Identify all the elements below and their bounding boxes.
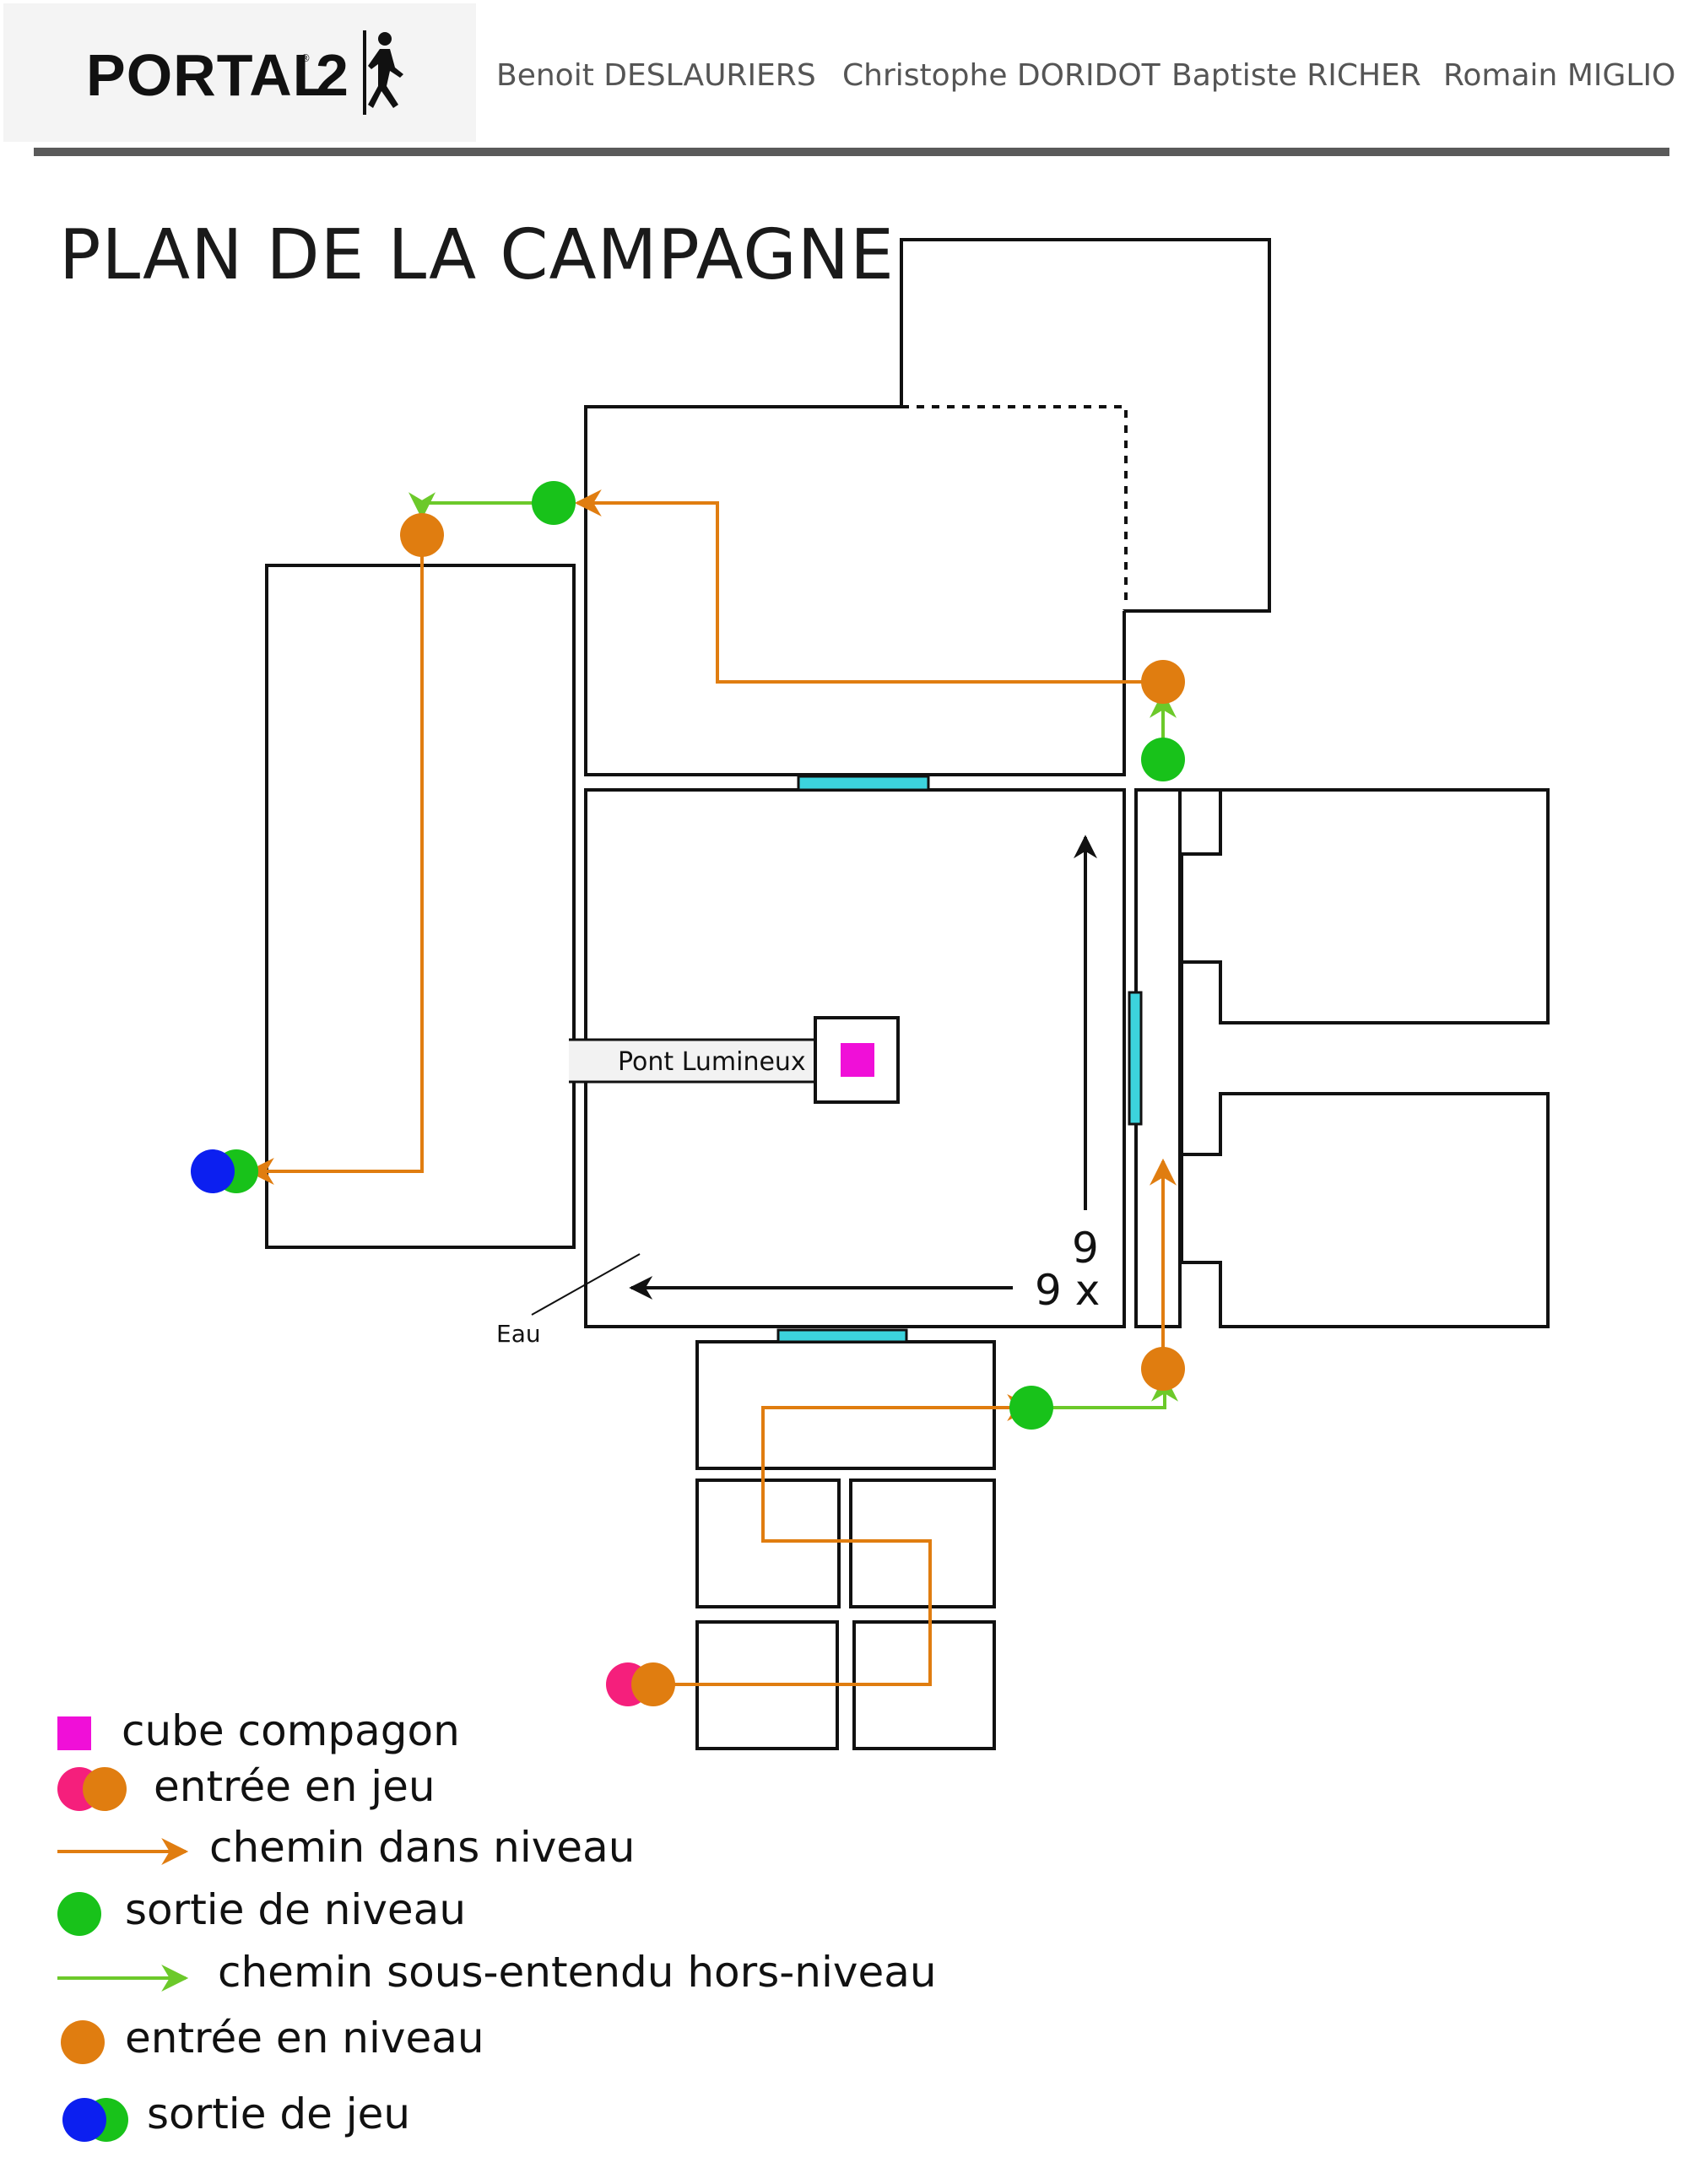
door-right	[1128, 991, 1143, 1126]
header-divider	[34, 148, 1669, 156]
legend-level-exit-icon	[57, 1892, 101, 1936]
author-name: Baptiste RICHER	[1171, 58, 1421, 93]
door-bottom	[776, 1328, 908, 1343]
level-entry-marker	[400, 513, 444, 557]
legend-exit-blue-icon	[62, 2098, 106, 2142]
light-bridge	[569, 1040, 814, 1082]
game-exit-marker-blue	[191, 1149, 235, 1193]
portal-figure-icon	[363, 30, 403, 115]
page-title: PLAN DE LA CAMPAGNE	[59, 215, 895, 295]
legend-offlevel-path-label: chemin sous-entendu hors-niveau	[218, 1948, 937, 1997]
path-in-level-left	[246, 535, 424, 1185]
legend-level-entry-icon	[61, 2020, 105, 2064]
legend-entry-orange-icon	[83, 1767, 127, 1811]
level-exit-marker	[532, 481, 576, 525]
level-exit-marker	[1141, 738, 1185, 781]
rooms	[265, 238, 1550, 1750]
level-entry-marker	[1141, 660, 1185, 704]
game-entry-marker-orange	[631, 1662, 675, 1706]
room-right-wing	[1180, 788, 1550, 1328]
water-pointer-line	[531, 1253, 641, 1316]
legend-level-path-label: chemin dans niveau	[209, 1823, 636, 1872]
author-name: Romain MIGLIO	[1443, 58, 1676, 93]
logo-registered-mark: ®	[300, 52, 311, 64]
room-cell-a	[695, 1479, 841, 1608]
path-in-level-start	[655, 1394, 1035, 1686]
level-exit-marker	[1009, 1386, 1053, 1430]
level-entry-marker	[1141, 1347, 1185, 1391]
dimension-label-horizontal: 9 x	[1035, 1266, 1100, 1315]
legend-level-exit-label: sortie de niveau	[125, 1885, 467, 1934]
author-name: Christophe DORIDOT	[842, 58, 1160, 93]
path-in-level-upper	[574, 489, 1165, 684]
legend-level-entry-label: entrée en niveau	[125, 2014, 484, 2062]
room-corridor-right	[1134, 788, 1182, 1328]
path-off-level-top	[408, 492, 554, 520]
logo-number: 2	[316, 42, 349, 108]
companion-cube-icon	[841, 1043, 874, 1077]
water-label: Eau	[496, 1320, 541, 1348]
room-bottom-hall	[695, 1340, 996, 1470]
room-cell-b	[849, 1479, 996, 1608]
logo-box: PORTAL ® 2	[3, 3, 476, 142]
door-top	[797, 775, 930, 792]
legend-cube-label: cube compagon	[122, 1706, 460, 1755]
legend-game-entry-label: entrée en jeu	[154, 1762, 436, 1811]
legend-game-exit-label: sortie de jeu	[147, 2089, 411, 2138]
legend-cube-icon	[57, 1716, 91, 1750]
bridge-label: Pont Lumineux	[618, 1047, 806, 1077]
logo-wordmark: PORTAL	[86, 42, 330, 108]
dimension-label-vertical: 9	[1072, 1224, 1099, 1273]
author-name: Benoit DESLAURIERS	[496, 58, 816, 93]
